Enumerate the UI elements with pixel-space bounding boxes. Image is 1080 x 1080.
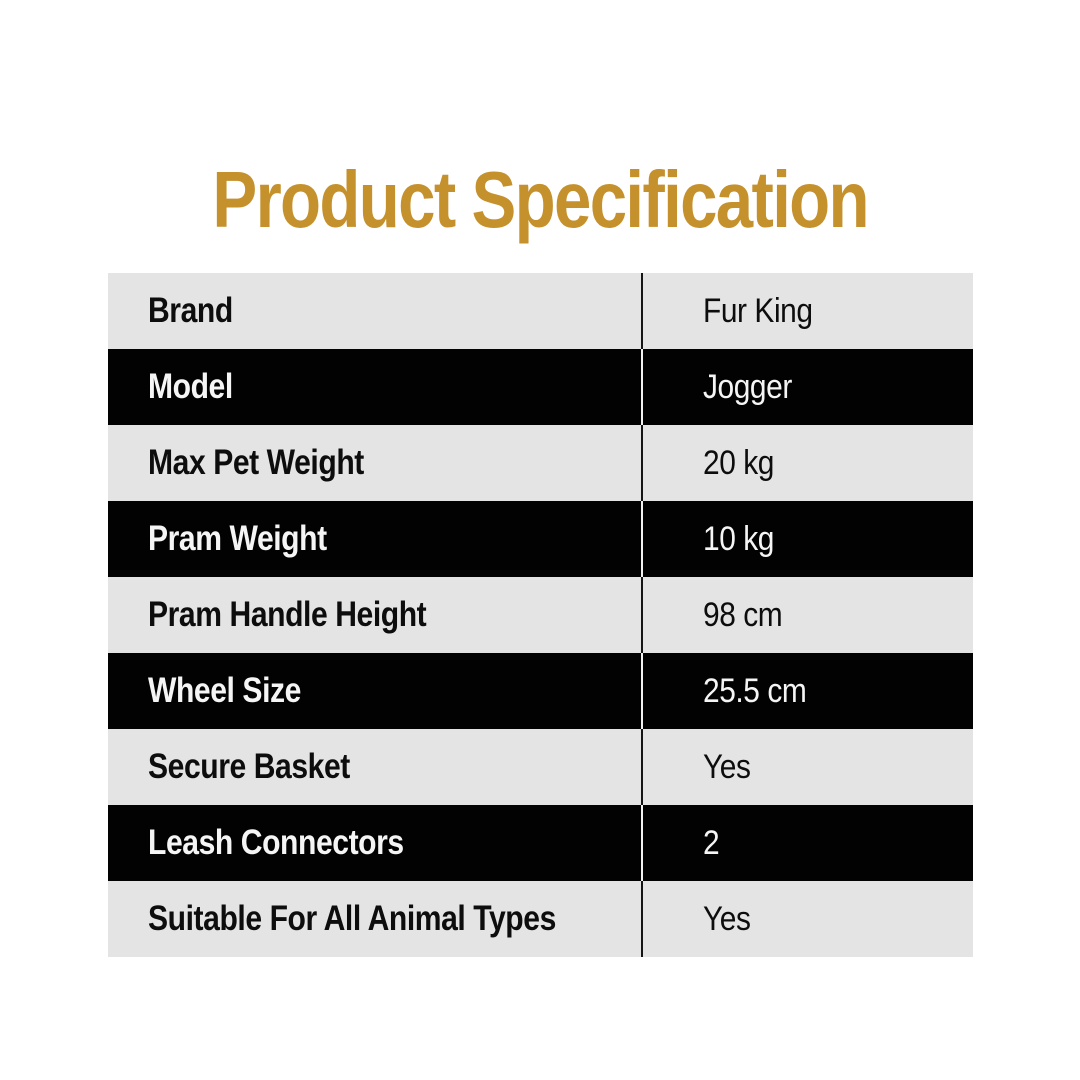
spec-value-cell: Yes <box>643 881 973 957</box>
spec-label-cell: Brand <box>108 273 643 349</box>
spec-value-cell: Yes <box>643 729 973 805</box>
spec-label: Suitable For All Animal Types <box>148 899 556 938</box>
spec-value-cell: 98 cm <box>643 577 973 653</box>
page-title: Product Specification <box>0 150 1080 250</box>
spec-value: Yes <box>703 899 751 938</box>
spec-label: Model <box>148 367 233 406</box>
spec-label-cell: Leash Connectors <box>108 805 643 881</box>
spec-value: 25.5 cm <box>703 671 807 710</box>
spec-value: 98 cm <box>703 595 783 634</box>
spec-value-cell: 10 kg <box>643 501 973 577</box>
spec-table: Brand Fur King Model Jogger Max Pet Weig… <box>108 273 973 957</box>
spec-label-cell: Secure Basket <box>108 729 643 805</box>
table-row: Secure Basket Yes <box>108 729 973 805</box>
spec-label-cell: Model <box>108 349 643 425</box>
spec-value: Jogger <box>703 367 792 406</box>
table-row: Wheel Size 25.5 cm <box>108 653 973 729</box>
spec-label: Max Pet Weight <box>148 443 364 482</box>
spec-value-cell: Jogger <box>643 349 973 425</box>
spec-value-cell: 2 <box>643 805 973 881</box>
spec-value-cell: 25.5 cm <box>643 653 973 729</box>
spec-label: Pram Weight <box>148 519 327 558</box>
spec-label: Pram Handle Height <box>148 595 427 634</box>
spec-label: Leash Connectors <box>148 823 404 862</box>
spec-label-cell: Pram Handle Height <box>108 577 643 653</box>
spec-value: Fur King <box>703 291 813 330</box>
spec-label-cell: Suitable For All Animal Types <box>108 881 643 957</box>
spec-value: 10 kg <box>703 519 775 558</box>
table-row: Suitable For All Animal Types Yes <box>108 881 973 957</box>
table-row: Max Pet Weight 20 kg <box>108 425 973 501</box>
spec-value: 20 kg <box>703 443 775 482</box>
spec-value-cell: 20 kg <box>643 425 973 501</box>
table-row: Model Jogger <box>108 349 973 425</box>
spec-value-cell: Fur King <box>643 273 973 349</box>
page-title-text: Product Specification <box>212 155 869 244</box>
table-row: Pram Weight 10 kg <box>108 501 973 577</box>
spec-label-cell: Max Pet Weight <box>108 425 643 501</box>
spec-label: Secure Basket <box>148 747 350 786</box>
spec-label-cell: Wheel Size <box>108 653 643 729</box>
spec-label: Brand <box>148 291 233 330</box>
table-row: Brand Fur King <box>108 273 973 349</box>
spec-value: Yes <box>703 747 751 786</box>
spec-label-cell: Pram Weight <box>108 501 643 577</box>
spec-label: Wheel Size <box>148 671 301 710</box>
table-row: Pram Handle Height 98 cm <box>108 577 973 653</box>
spec-value: 2 <box>703 823 720 862</box>
table-row: Leash Connectors 2 <box>108 805 973 881</box>
